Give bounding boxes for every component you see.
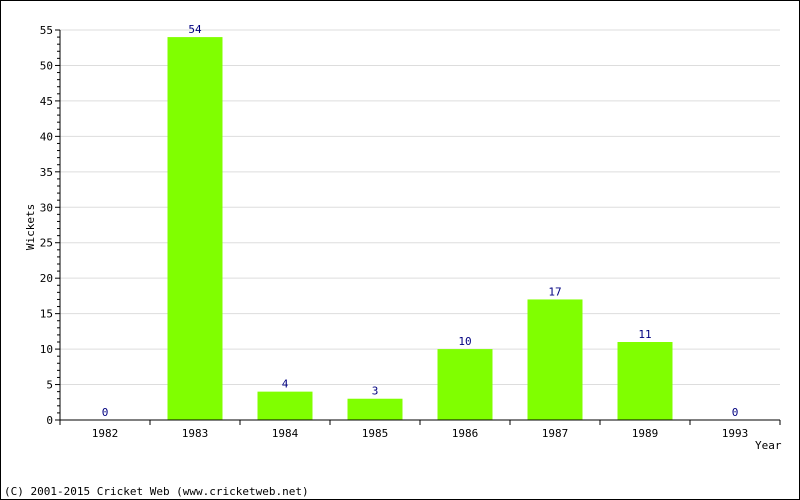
data-label: 4 (282, 378, 289, 391)
bar-1987 (527, 299, 583, 420)
y-tick-label: 0 (46, 414, 53, 427)
data-label: 54 (188, 23, 202, 36)
bars (167, 37, 673, 420)
x-tick-label: 1982 (92, 427, 119, 440)
y-tick-label: 55 (40, 24, 53, 37)
y-tick-label: 5 (46, 379, 53, 392)
x-tick-label: 1989 (632, 427, 659, 440)
y-tick-label: 20 (40, 272, 53, 285)
y-tick-label: 40 (40, 130, 53, 143)
data-label: 17 (548, 285, 561, 298)
bar-1983 (167, 37, 223, 420)
data-label: 11 (638, 328, 651, 341)
bar-1985 (347, 398, 403, 420)
data-label: 10 (458, 335, 471, 348)
x-tick-label: 1984 (272, 427, 299, 440)
x-tick-labels: 1982 1983 1984 1985 1986 1987 1989 1993 (92, 427, 749, 440)
data-label: 0 (102, 406, 109, 419)
data-labels: 0 54 4 3 10 17 11 0 (102, 23, 739, 419)
bar-1989 (617, 342, 673, 420)
axes (55, 29, 781, 425)
y-tick-label: 10 (40, 343, 53, 356)
y-axis-title: Wickets (24, 204, 37, 250)
x-tick-label: 1986 (452, 427, 479, 440)
y-tick-labels: 0 5 10 15 20 25 30 35 40 45 50 55 (40, 24, 53, 427)
copyright-text: (C) 2001-2015 Cricket Web (www.cricketwe… (4, 485, 309, 498)
y-tick-label: 35 (40, 166, 53, 179)
y-tick-label: 25 (40, 237, 53, 250)
y-tick-label: 15 (40, 308, 53, 321)
x-tick-label: 1985 (362, 427, 389, 440)
data-label: 3 (372, 385, 379, 398)
x-tick-label: 1993 (722, 427, 749, 440)
y-tick-label: 50 (40, 59, 53, 72)
y-tick-label: 45 (40, 95, 53, 108)
x-axis-title: Year (755, 439, 782, 452)
data-label: 0 (732, 406, 739, 419)
x-tick-label: 1983 (182, 427, 209, 440)
x-tick-label: 1987 (542, 427, 569, 440)
bar-1986 (437, 349, 493, 420)
bar-1984 (257, 391, 313, 420)
y-tick-label: 30 (40, 201, 53, 214)
